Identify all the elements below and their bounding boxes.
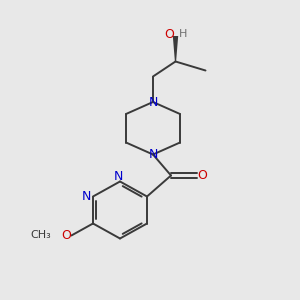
Polygon shape <box>173 36 178 62</box>
Text: O: O <box>198 169 207 182</box>
Text: N: N <box>148 95 158 109</box>
Text: N: N <box>82 190 91 203</box>
Text: N: N <box>148 148 158 161</box>
Text: H: H <box>179 29 187 40</box>
Text: O: O <box>164 28 174 41</box>
Text: CH₃: CH₃ <box>30 230 51 241</box>
Text: N: N <box>114 169 123 183</box>
Text: O: O <box>61 229 71 242</box>
